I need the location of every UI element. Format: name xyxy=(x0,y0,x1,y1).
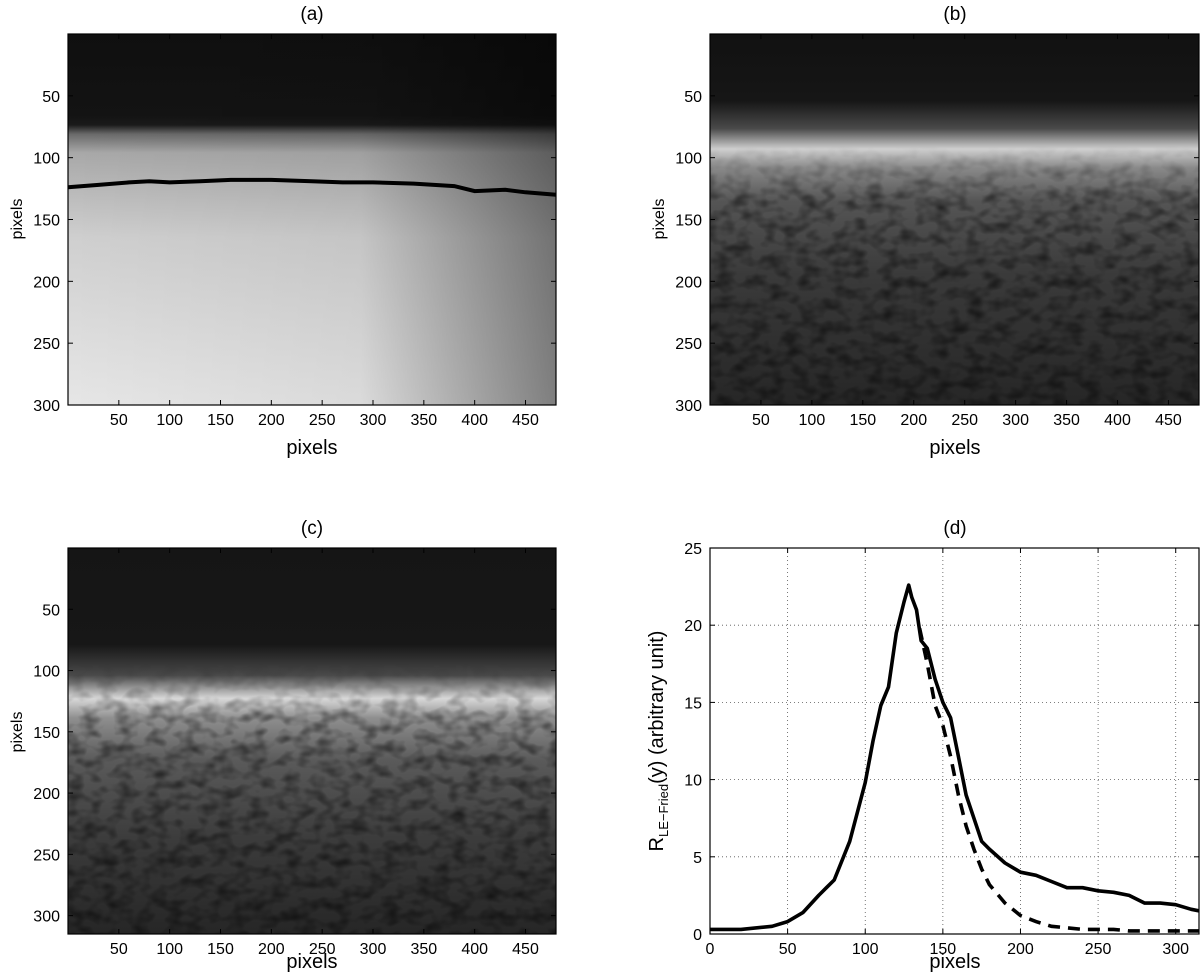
panel-a-ticks: 50 100 150 200 250 300 350 400 450 50 100 150 200 250… xyxy=(33,34,556,429)
x-tick-label: 200 xyxy=(258,412,285,429)
x-tick-label: 150 xyxy=(207,941,234,958)
panel-a: (a) 50 100 150 200 250 300 350 400 450 50 100 150 20… xyxy=(9,4,557,459)
x-tick-label: 50 xyxy=(110,412,128,429)
panel-b-ylabel: pixels xyxy=(651,199,668,240)
y-tick-label: 250 xyxy=(33,847,60,864)
x-tick-label: 400 xyxy=(1104,412,1131,429)
y-tick-label: 25 xyxy=(684,541,702,558)
y-tick-label: 150 xyxy=(33,213,60,230)
y-tick-label: 200 xyxy=(675,274,702,291)
panel-a-image-shade xyxy=(68,34,556,405)
panel-c-texture xyxy=(68,548,556,934)
x-tick-label: 50 xyxy=(779,941,797,958)
x-tick-label: 250 xyxy=(1085,941,1112,958)
panel-b-texture xyxy=(710,34,1199,405)
y-tick-label: 100 xyxy=(33,664,60,681)
y-tick-label: 200 xyxy=(33,274,60,291)
y-tick-label: 10 xyxy=(684,773,702,790)
x-tick-label: 100 xyxy=(799,412,826,429)
y-tick-label: 300 xyxy=(675,398,702,415)
y-tick-label: 5 xyxy=(693,850,702,867)
y-tick-label: 300 xyxy=(33,398,60,415)
y-tick-label: 20 xyxy=(684,618,702,635)
y-tick-label: 150 xyxy=(675,213,702,230)
x-tick-label: 250 xyxy=(951,412,978,429)
x-tick-label: 350 xyxy=(410,941,437,958)
x-tick-label: 300 xyxy=(360,412,387,429)
panel-b-xlabel: pixels xyxy=(929,437,980,459)
panel-a-ylabel: pixels xyxy=(9,199,26,240)
x-tick-label: 450 xyxy=(1155,412,1182,429)
x-tick-label: 200 xyxy=(258,941,285,958)
panel-c-title: (c) xyxy=(301,518,323,539)
panel-d-ylabel-rest: (y) (arbitrary unit) xyxy=(646,631,668,784)
x-tick-label: 150 xyxy=(849,412,876,429)
y-tick-label: 0 xyxy=(693,927,702,944)
panel-b-title: (b) xyxy=(943,4,966,25)
panel-a-boundary-line xyxy=(67,177,557,197)
x-tick-label: 200 xyxy=(1007,941,1034,958)
panel-c-frame xyxy=(67,547,557,935)
panel-d-title: (d) xyxy=(943,518,966,539)
panel-b-ticks: 50 100 150 200 250 300 350 400 450 50 100 150 200 250… xyxy=(675,34,1199,429)
x-tick-label: 350 xyxy=(1053,412,1080,429)
x-tick-label: 450 xyxy=(512,941,539,958)
y-tick-label: 250 xyxy=(33,336,60,353)
panel-d-grid xyxy=(710,548,1199,934)
x-tick-label: 100 xyxy=(156,941,183,958)
x-tick-label: 250 xyxy=(309,941,336,958)
x-tick-label: 450 xyxy=(512,412,539,429)
panel-d-xlabel: pixels xyxy=(929,951,980,973)
x-tick-label: 50 xyxy=(110,941,128,958)
panel-a-xlabel: pixels xyxy=(286,437,337,459)
x-tick-label: 150 xyxy=(930,941,957,958)
x-tick-label: 200 xyxy=(900,412,927,429)
panel-c-xlabel: pixels xyxy=(286,951,337,973)
x-tick-label: 300 xyxy=(1002,412,1029,429)
panel-d-ylabel: RLE−Fried(y) (arbitrary unit) xyxy=(646,631,671,852)
x-tick-label: 400 xyxy=(461,941,488,958)
panel-d-ylabel-sub: LE−Fried xyxy=(656,784,671,837)
panel-a-title: (a) xyxy=(300,4,323,25)
y-tick-label: 15 xyxy=(684,695,702,712)
panel-d-ticks: 0 50 100 150 200 250 300 0 5 10 15 20 25 xyxy=(684,541,1199,958)
y-tick-label: 50 xyxy=(42,89,60,106)
panel-d-ylabel-main: R xyxy=(646,837,668,851)
panel-c: (c) 50 100 150 200 250 300 350 400 450 50 100 150 20… xyxy=(9,518,557,973)
panel-b: (b) 50 100 150 200 250 300 350 400 450 50 100 150 20… xyxy=(651,4,1200,459)
y-tick-label: 250 xyxy=(675,336,702,353)
x-tick-label: 150 xyxy=(207,412,234,429)
y-tick-label: 100 xyxy=(33,151,60,168)
x-tick-label: 50 xyxy=(752,412,770,429)
panel-d-series-dashed xyxy=(917,627,1199,933)
x-tick-label: 400 xyxy=(461,412,488,429)
panel-c-ticks: 50 100 150 200 250 300 350 400 450 50 100 150 200 250… xyxy=(33,548,556,958)
panel-c-ylabel: pixels xyxy=(9,712,26,753)
panel-d-frame xyxy=(709,547,1200,935)
y-tick-label: 150 xyxy=(33,725,60,742)
y-tick-label: 200 xyxy=(33,786,60,803)
x-tick-label: 350 xyxy=(410,412,437,429)
y-tick-label: 300 xyxy=(33,909,60,926)
x-tick-label: 250 xyxy=(309,412,336,429)
x-tick-label: 100 xyxy=(852,941,879,958)
y-tick-label: 50 xyxy=(42,602,60,619)
y-tick-label: 50 xyxy=(684,89,702,106)
x-tick-label: 100 xyxy=(156,412,183,429)
panel-d-series-solid xyxy=(710,583,1199,932)
x-tick-label: 300 xyxy=(1162,941,1189,958)
x-tick-label: 300 xyxy=(360,941,387,958)
x-tick-label: 0 xyxy=(706,941,715,958)
y-tick-label: 100 xyxy=(675,151,702,168)
